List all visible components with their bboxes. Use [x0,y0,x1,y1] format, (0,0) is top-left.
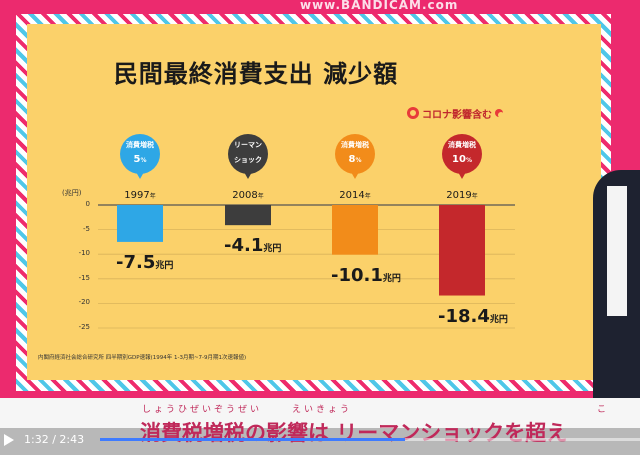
x-category-suffix: 年 [257,193,264,200]
x-category-suffix: 年 [149,193,156,200]
x-category-year: 2008 [232,190,258,201]
caption-ruby-2: えいきょう [292,405,353,415]
bandicam-watermark: www.BANDICAM.com [300,0,459,10]
x-category-label: 2014年 [325,190,385,201]
y-axis-label: (兆円) [62,189,82,197]
caption-bar [0,398,640,455]
event-bubble-percent: % [465,157,472,165]
data-label-unit: 兆円 [263,244,282,255]
event-bubble-2008: リーマン ショック [228,134,268,179]
bar-2014 [332,205,378,255]
data-label-unit: 兆円 [155,260,174,271]
data-label-value: -4.1 [224,235,264,257]
video-player-controls [0,428,640,455]
event-bubble-line1: 消費増税 [341,140,369,149]
event-bubble-line2: ショック [234,156,262,165]
caption-ruby-3: こ [597,405,610,415]
video-progress-fill [100,438,405,441]
bar-2019 [439,205,485,296]
event-bubble-2019: 消費増税 10% [442,134,482,179]
event-bubble-2014: 消費増税 8% [335,134,375,179]
event-bubble-line1: 消費増税 [448,140,476,149]
chart-board: 民間最終消費支出 減少額 コロナ影響含む [27,24,601,380]
data-label-1997: -7.5兆円 [116,252,173,273]
event-bubble-line2: 10 [452,154,466,166]
x-category-year: 2019 [446,190,472,201]
x-category-label: 1997年 [110,190,170,201]
x-category-year: 2014 [339,190,365,201]
data-label-value: -18.4 [438,305,490,327]
y-tick-label: -15 [78,273,90,282]
x-category-suffix: 年 [364,193,371,200]
data-label-2014: -10.1兆円 [331,265,401,286]
x-category-suffix: 年 [471,193,478,200]
event-bubble-line2: 8 [348,154,356,166]
event-bubble-line1: 消費増税 [126,140,154,149]
covid-annotation: コロナ影響含む [407,104,504,122]
virus-icon [495,109,504,118]
caption-text: 消費税増税の影響は リーマンショックを超え [140,421,568,445]
event-bubble-line1: リーマン [234,140,262,149]
y-tick-label: -10 [78,249,90,258]
event-bubble-1997: 消費増税 5% [120,134,160,179]
covid-annotation-text: コロナ影響含む [422,109,492,121]
data-label-2019: -18.4兆円 [438,306,508,327]
x-category-label: 2008年 [218,190,278,201]
x-category-year: 1997 [124,190,150,201]
y-tick-label: -25 [78,323,90,331]
bar-1997 [117,205,163,242]
event-bubble-percent: % [140,157,147,165]
caption-ruby-1: しょうひぜいぞうぜい [142,405,263,415]
event-bubble-line2: 5 [133,154,141,166]
play-icon[interactable] [4,434,14,446]
virus-icon [407,107,419,119]
data-label-value: -10.1 [331,264,383,286]
video-time: 1:32 / 2:43 [24,433,85,446]
data-label-unit: 兆円 [382,273,401,284]
event-bubble-percent: % [355,157,362,165]
y-tick-label: 0 [85,200,90,208]
y-tick-label: -20 [78,298,90,307]
bar-2008 [225,205,271,226]
y-tick-label: -5 [83,224,90,233]
data-label-2008: -4.1兆円 [224,235,281,256]
video-progress-bar[interactable] [100,438,640,441]
x-category-label: 2019年 [432,190,492,201]
chart-title: 民間最終消費支出 減少額 [113,60,399,88]
chart-source: 内閣府経済社会総合研究所 四半期別GDP速報(1994年 1-3月期~7-9月期… [38,355,247,361]
presenter-figure [593,170,640,405]
data-label-value: -7.5 [116,251,156,273]
data-label-unit: 兆円 [489,314,508,325]
